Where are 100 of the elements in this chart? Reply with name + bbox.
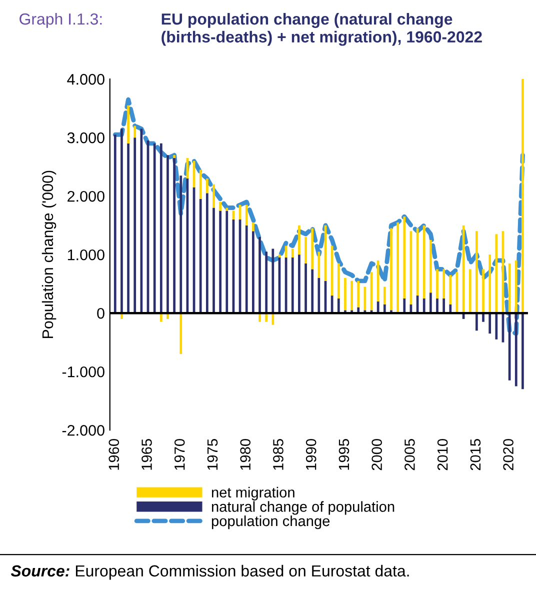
bar: [245, 225, 248, 314]
bar: [180, 176, 182, 314]
bar: [173, 155, 176, 158]
y-tick-label: 3.000: [67, 132, 104, 144]
bar: [403, 298, 406, 314]
bar: [298, 254, 300, 314]
bar: [376, 301, 380, 314]
y-tick-label: 1.000: [68, 249, 104, 260]
bar: [166, 155, 169, 314]
bar: [468, 269, 472, 314]
bar: [206, 178, 208, 194]
bar: [318, 278, 320, 314]
y-tick-label: 2.000: [68, 190, 104, 202]
bar: [482, 269, 484, 314]
y-tick-label: -1.000: [62, 366, 104, 378]
bar: [522, 313, 524, 390]
bar: [212, 184, 215, 208]
bar: [134, 126, 136, 138]
bar: [311, 269, 314, 314]
bar: [245, 204, 248, 226]
bar: [436, 269, 438, 298]
bar: [476, 231, 478, 314]
bar: [298, 225, 300, 255]
bar: [291, 258, 294, 314]
y-axis-title: Population change ('000): [42, 170, 56, 338]
y-tick-label: 0: [97, 308, 104, 319]
bar: [252, 231, 254, 314]
bar: [291, 248, 294, 258]
bar: [337, 298, 340, 314]
bar: [495, 313, 498, 340]
x-tick-label: 2000: [372, 439, 382, 470]
bar: [311, 228, 314, 270]
bar: [476, 313, 478, 331]
y-tick-label: -2.000: [62, 424, 104, 436]
chart-title: EU population change (natural change (births-deaths) + net migration), 1960-2022: [162, 12, 482, 46]
bar: [514, 260, 518, 314]
bar: [442, 269, 445, 298]
bar: [272, 313, 274, 325]
bar: [330, 246, 334, 296]
legend-label: natural change of population: [212, 501, 394, 515]
bar: [304, 237, 307, 264]
bar: [173, 158, 176, 314]
bar: [219, 210, 222, 314]
bar: [436, 298, 438, 314]
bar: [429, 292, 432, 314]
line-series: [112, 97, 525, 336]
bar: [160, 143, 162, 314]
text: Graph I.1.3:: [20, 12, 102, 28]
x-tick-label: 1960: [108, 439, 120, 470]
bar: [120, 128, 123, 314]
bar: [114, 134, 116, 314]
bar: [206, 193, 208, 314]
bar: [488, 313, 492, 334]
bar: [357, 280, 360, 308]
bar: [514, 313, 518, 386]
bar: [140, 128, 143, 314]
bar: [376, 260, 380, 302]
bar: [522, 79, 524, 314]
bar: [390, 228, 392, 310]
x-tick-label: 1990: [306, 439, 316, 470]
x-tick-label: 1975: [207, 439, 218, 470]
x-tick-label: 2015: [470, 439, 481, 470]
bar: [442, 298, 445, 314]
source-note: Source: European Commission based on Eurostat data.: [10, 564, 409, 580]
x-tick-label: 2010: [437, 439, 448, 470]
bar: [134, 138, 136, 314]
x-tick-label: 1965: [142, 439, 152, 470]
bar: [449, 275, 452, 304]
bar: [153, 143, 156, 314]
bar: [396, 222, 399, 314]
bar: [226, 210, 228, 314]
bar: [258, 237, 261, 314]
bar: [127, 143, 130, 314]
bar: [488, 254, 492, 314]
x-tick-label: 2020: [503, 439, 514, 470]
bar: [344, 278, 346, 310]
x-tick-label: 1980: [240, 439, 251, 470]
bar: [429, 240, 432, 293]
legend-label: net migration: [212, 486, 294, 500]
x-tick-label: 2005: [404, 439, 415, 470]
x-tick-label: 1985: [273, 439, 284, 470]
bar: [350, 280, 353, 310]
x-tick-label: 1970: [174, 439, 185, 470]
y-tick-label: 4.000: [67, 74, 104, 85]
bar: [422, 225, 426, 298]
bar: [219, 202, 222, 211]
legend-label: population change: [212, 515, 330, 530]
bar: [252, 222, 254, 232]
bar: [403, 216, 406, 298]
bar: [383, 286, 386, 304]
bar: [199, 170, 202, 199]
bar: [180, 313, 182, 354]
bar: [337, 263, 340, 298]
bar: [495, 234, 498, 314]
bar: [304, 263, 307, 314]
x-tick-label: 1995: [338, 439, 350, 470]
bar: [330, 296, 334, 314]
bar: [212, 208, 215, 314]
bar: [318, 252, 320, 278]
bar: [265, 252, 268, 314]
